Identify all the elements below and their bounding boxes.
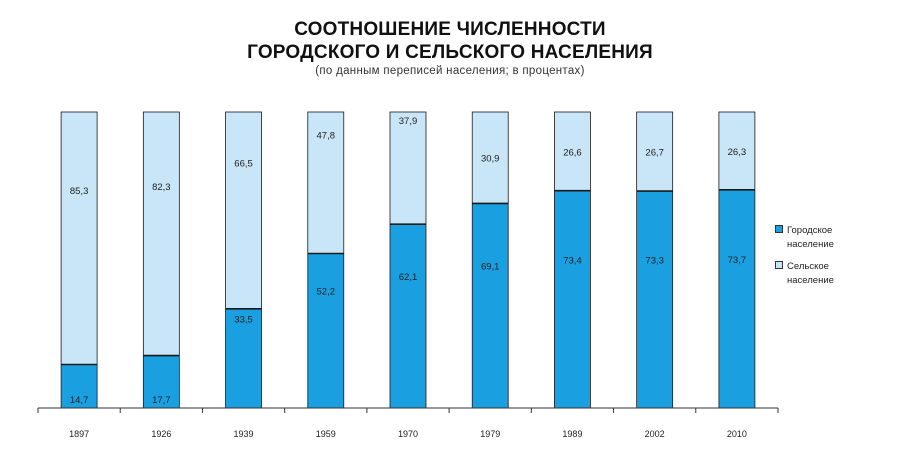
bar-urban-1939	[225, 308, 262, 408]
data-label-rural-1959: 47,8	[317, 131, 336, 142]
bar-rural-1959	[307, 112, 344, 254]
data-label-urban-2002: 73,3	[645, 256, 664, 267]
bar-urban-2010	[718, 189, 755, 408]
data-label-rural-1926: 82,3	[152, 182, 171, 193]
bar-urban-1959	[307, 253, 344, 408]
x-tick-label-1979: 1979	[480, 429, 500, 439]
x-tick-label-1939: 1939	[234, 429, 254, 439]
bar-rural-1897	[61, 112, 98, 365]
x-tick-label-1970: 1970	[398, 429, 418, 439]
legend-label-rural: Сельское население	[787, 261, 834, 286]
data-label-rural-1979: 30,9	[481, 154, 500, 165]
data-label-rural-1970: 37,9	[399, 116, 418, 127]
bar-urban-1897	[61, 364, 98, 408]
bar-urban-1989	[554, 190, 591, 408]
x-tick-label-1897: 1897	[69, 429, 89, 439]
bar-rural-1989	[554, 112, 591, 191]
bar-rural-2010	[718, 112, 755, 190]
data-label-urban-2010: 73,7	[728, 255, 747, 266]
data-label-rural-1939: 66,5	[234, 158, 253, 169]
data-label-urban-1970: 62,1	[399, 272, 418, 283]
chart-title-block: СООТНОШЕНИЕ ЧИСЛЕННОСТИ ГОРОДСКОГО И СЕЛ…	[0, 18, 900, 77]
data-label-urban-1979: 69,1	[481, 262, 500, 273]
legend-label-urban: Городское население	[787, 225, 834, 250]
data-label-rural-2010: 26,3	[728, 147, 747, 158]
legend-swatch-rural	[775, 261, 783, 269]
bar-urban-1970	[390, 224, 426, 408]
data-label-urban-1959: 52,2	[317, 287, 336, 298]
bar-rural-1970	[390, 112, 426, 225]
data-label-rural-1989: 26,6	[563, 147, 582, 158]
data-label-urban-1939: 33,5	[234, 314, 253, 325]
x-tick-label-1989: 1989	[562, 429, 582, 439]
chart-title-line-2: ГОРОДСКОГО И СЕЛЬСКОГО НАСЕЛЕНИЯ	[247, 42, 653, 63]
bar-urban-2002	[636, 191, 673, 408]
x-tick-label-2002: 2002	[645, 429, 665, 439]
x-tick-label-1926: 1926	[151, 429, 171, 439]
bar-rural-2002	[636, 112, 673, 192]
chart-title-line-1: СООТНОШЕНИЕ ЧИСЛЕННОСТИ	[294, 19, 606, 40]
legend-swatch-urban	[775, 225, 783, 233]
x-tick-label-1959: 1959	[316, 429, 336, 439]
legend-item-rural: Сельское население	[775, 260, 851, 288]
legend: Городское население Сельское население	[775, 224, 851, 296]
bar-rural-1926	[143, 112, 180, 356]
bar-urban-1926	[143, 355, 180, 408]
data-label-urban-1926: 17,7	[152, 395, 171, 406]
data-label-urban-1989: 73,4	[563, 255, 582, 266]
bar-rural-1939	[225, 112, 262, 309]
x-tick-label-2010: 2010	[727, 429, 747, 439]
legend-item-urban: Городское население	[775, 224, 851, 252]
data-label-urban-1897: 14,7	[70, 395, 89, 406]
data-label-rural-1897: 85,3	[70, 186, 89, 197]
chart-subtitle: (по данным переписей населения; в процен…	[315, 65, 585, 77]
bar-urban-1979	[472, 203, 509, 408]
data-label-rural-2002: 26,7	[645, 148, 664, 159]
bar-rural-1979	[472, 112, 509, 204]
